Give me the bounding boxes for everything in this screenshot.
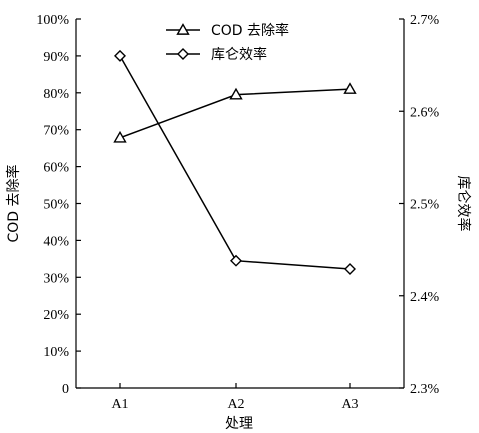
series-layer (113, 49, 357, 275)
diamond-marker (344, 263, 356, 275)
legend-label: 库仑效率 (211, 46, 267, 63)
left-y-tick-label: 60% (43, 161, 69, 176)
right-y-axis-title: 库仑效率 (455, 176, 472, 232)
series-2 (114, 49, 356, 275)
left-y-tick-label: 30% (43, 271, 69, 286)
triangle-marker (229, 87, 243, 100)
right-y-tick-label: 2.5% (410, 198, 440, 213)
left-y-axis-title: COD 去除率 (5, 164, 22, 242)
right-y-tick-label: 2.3% (410, 382, 440, 397)
x-tick-label: A2 (227, 397, 244, 412)
x-tick-label: A1 (111, 397, 128, 412)
diamond-marker (177, 48, 189, 60)
triangle-marker (113, 130, 127, 143)
left-y-tick-label: 20% (43, 308, 69, 323)
left-y-tick-label: 40% (43, 234, 69, 249)
series-line (119, 55, 351, 270)
left-y-tick-label: 80% (43, 87, 69, 102)
left-y-tick-label: 100% (36, 13, 69, 28)
x-axis-title: 处理 (225, 416, 253, 432)
legend-item: COD 去除率 (166, 22, 289, 39)
series-1 (113, 82, 357, 143)
right-y-tick-label: 2.4% (410, 290, 440, 305)
triangle-marker (176, 23, 190, 35)
x-tick-label: A3 (341, 397, 358, 412)
left-y-tick-label: 0 (62, 382, 69, 397)
right-y-tick-label: 2.6% (410, 105, 440, 120)
diamond-marker (230, 254, 242, 267)
axes: 0 10% 20% 30% 40% 50% 60% 70% 80% 90% 100% 2.3% 2.4%… (36, 13, 439, 412)
left-y-tick-label: 50% (43, 198, 69, 213)
axis-labels: 处理 COD 去除率 库仑效率 (5, 164, 472, 432)
right-y-tick-label: 2.7% (410, 13, 440, 28)
left-y-tick-label: 70% (43, 124, 69, 139)
legend-label: COD 去除率 (211, 22, 289, 39)
left-y-tick-label: 90% (43, 50, 69, 65)
diamond-marker (114, 49, 126, 62)
left-y-tick-label: 10% (43, 345, 69, 360)
triangle-marker (343, 82, 357, 94)
legend-item: 库仑效率 (166, 46, 267, 63)
